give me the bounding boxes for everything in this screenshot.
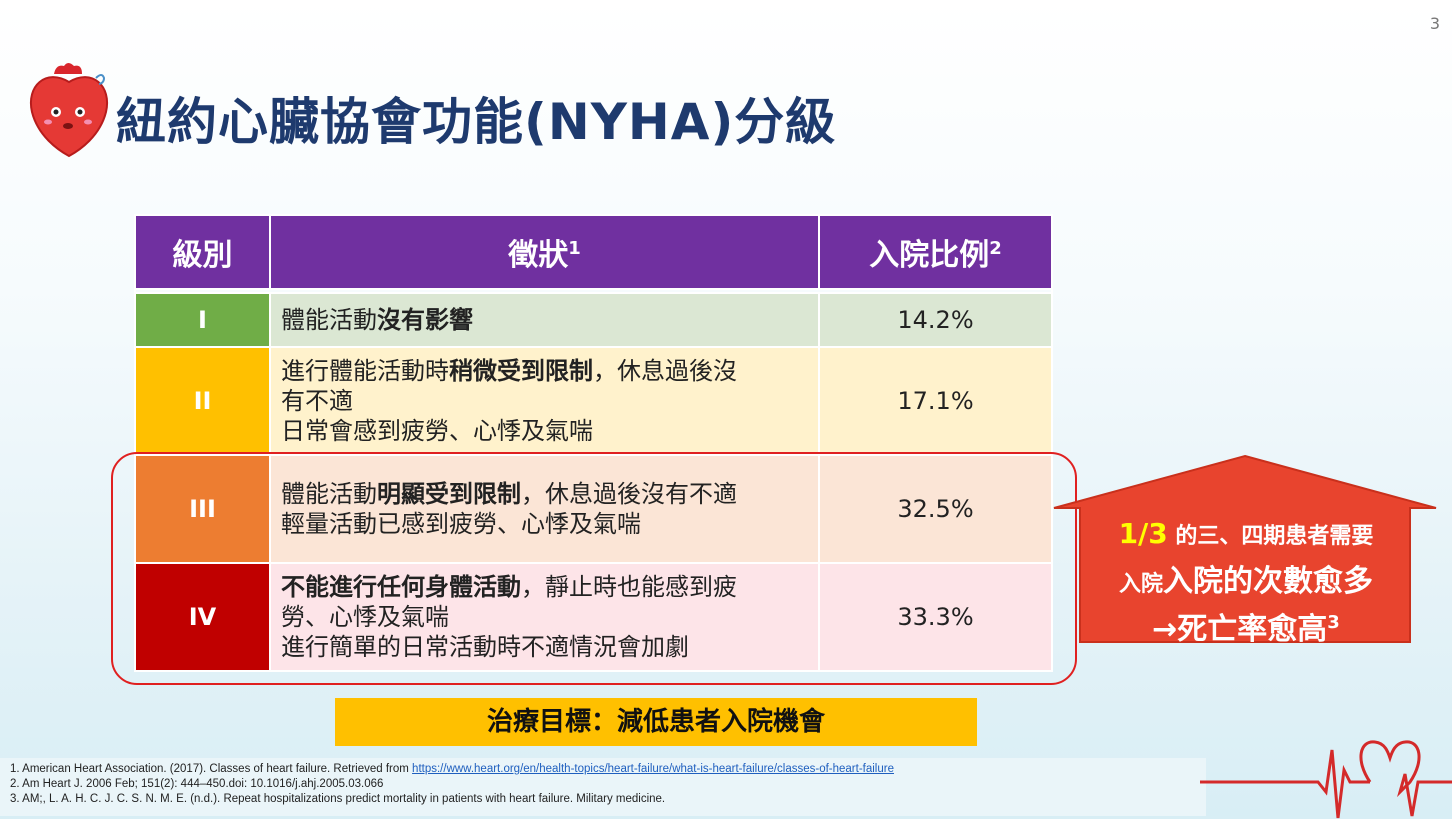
symptom-cell: 體能活動明顯受到限制，休息過後沒有不適 輕量活動已感到疲勞、心悸及氣喘: [269, 454, 820, 564]
page-title: 紐約心臟協會功能(NYHA)分級: [116, 93, 837, 151]
table-header-row: 級別 徵狀1 入院比例2: [134, 214, 1053, 290]
callout-line1: 的三、四期患者需要: [1167, 524, 1374, 549]
table-row: I 體能活動沒有影響 14.2%: [134, 292, 1053, 348]
reference-2: 2. Am Heart J. 2006 Feb; 151(2): 444–450…: [10, 778, 384, 790]
heart-mascot-icon: [29, 63, 109, 158]
rate-cell: 17.1%: [818, 346, 1053, 456]
references: 1. American Heart Association. (2017). C…: [0, 758, 1206, 816]
callout-line3: →死亡率愈高: [1152, 612, 1328, 647]
header-symptoms: 徵狀1: [269, 214, 820, 290]
header-rate: 入院比例2: [818, 214, 1053, 290]
callout-line2-small: 入院: [1118, 572, 1163, 597]
symptom-cell: 進行體能活動時稍微受到限制，休息過後沒 有不適 日常會感到疲勞、心悸及氣喘: [269, 346, 820, 456]
table-row: III 體能活動明顯受到限制，休息過後沒有不適 輕量活動已感到疲勞、心悸及氣喘 …: [134, 454, 1053, 564]
grade-cell: II: [134, 346, 271, 456]
heartbeat-line-icon: [1200, 740, 1452, 819]
header-grade: 級別: [134, 214, 271, 290]
rate-cell: 33.3%: [818, 562, 1053, 672]
rate-cell: 32.5%: [818, 454, 1053, 564]
reference-1-link[interactable]: https://www.heart.org/en/health-topics/h…: [412, 763, 894, 775]
table-row: II 進行體能活動時稍微受到限制，休息過後沒 有不適 日常會感到疲勞、心悸及氣喘…: [134, 346, 1053, 456]
symptom-cell: 不能進行任何身體活動，靜止時也能感到疲 勞、心悸及氣喘 進行簡單的日常活動時不適…: [269, 562, 820, 672]
symptom-cell: 體能活動沒有影響: [269, 292, 820, 348]
up-arrow-shape: [1053, 454, 1437, 643]
reference-1: 1. American Heart Association. (2017). C…: [10, 763, 894, 775]
callout-fraction: 1/3: [1118, 517, 1168, 550]
grade-cell: I: [134, 292, 271, 348]
reference-3: 3. AM;, L. A. H. C. J. C. S. N. M. E. (n…: [10, 793, 666, 805]
grade-cell: IV: [134, 562, 271, 672]
callout-arrow: 1/3 的三、四期患者需要 入院入院的次數愈多 →死亡率愈高3: [1052, 454, 1438, 647]
highlight-box: [111, 452, 1077, 685]
page-number: 3: [1429, 14, 1440, 33]
table-row: IV 不能進行任何身體活動，靜止時也能感到疲 勞、心悸及氣喘 進行簡單的日常活動…: [134, 562, 1053, 672]
rate-cell: 14.2%: [818, 292, 1053, 348]
grade-cell: III: [134, 454, 271, 564]
treatment-goal-banner: 治療目標：減低患者入院機會: [335, 698, 977, 746]
nyha-table: 級別 徵狀1 入院比例2 I 體能活動沒有影響 14.2% II 進行體能活動時…: [134, 214, 1053, 672]
callout-line2: 入院的次數愈多: [1163, 564, 1373, 599]
